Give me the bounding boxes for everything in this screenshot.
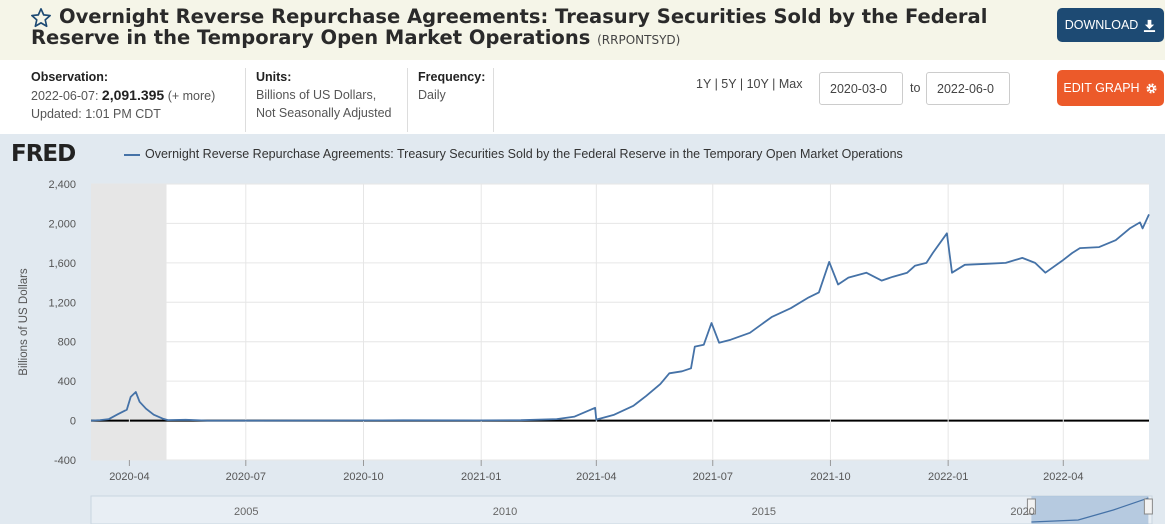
recession-shading [91,184,167,460]
frequency-block: Frequency: Daily [418,68,485,104]
observation-block: Observation: 2022-06-07: 2,091.395 (+ mo… [31,68,215,123]
header-bar: Overnight Reverse Repurchase Agreements:… [0,0,1165,60]
x-tick-label: 2022-04 [1043,471,1083,483]
y-tick-label: 2,400 [48,179,76,191]
star-icon[interactable] [30,7,52,29]
range-max[interactable]: Max [778,77,803,91]
navigator-track [90,495,1153,524]
x-tick-label: 2021-07 [693,471,733,483]
series-title: Overnight Reverse Repurchase Agreements:… [31,5,988,49]
x-tick-label: 2022-01 [928,471,968,483]
end-date-input[interactable] [926,72,1010,105]
plot-area [91,184,1149,460]
divider [407,68,408,132]
x-tick-label: 2020-04 [109,471,149,483]
frequency-value: Daily [418,88,446,102]
divider [493,68,494,132]
navigator-handle [1026,498,1036,515]
y-tick-label: 800 [58,337,76,349]
observation-more-link[interactable]: (+ more) [167,89,216,103]
navigator-label: 2020 [1010,506,1034,518]
gear-icon [1146,82,1157,94]
range-separator: | [739,77,744,91]
navigator-label: 2005 [234,506,258,518]
edit-graph-button[interactable]: EDIT GRAPH [1057,70,1164,106]
y-axis-label: Billions of US Dollars [18,268,30,376]
download-button[interactable]: DOWNLOAD [1057,8,1164,42]
fred-logo: FRED [11,141,76,167]
series-line [90,214,1150,422]
navigator-series [1031,497,1149,523]
y-tick-label: 2,000 [48,218,76,230]
range-selector: 1Y | 5Y | 10Y | Max [696,77,802,91]
legend-label: Overnight Reverse Repurchase Agreements:… [145,147,903,161]
y-tick-label: -400 [54,455,76,467]
y-tick-label: 0 [70,416,76,428]
series-id: (RRPONTSYD) [597,33,681,47]
start-date-input[interactable] [819,72,903,105]
navigator-handle [1143,498,1153,515]
edit-graph-label: EDIT GRAPH [1063,81,1140,95]
divider [245,68,246,132]
range-5y[interactable]: 5Y [721,77,737,91]
observation-value: 2,091.395 [101,87,165,103]
units-label: Units: [256,70,292,84]
download-label: DOWNLOAD [1064,18,1139,32]
units-block: Units: Billions of US Dollars, Not Seaso… [256,68,392,122]
frequency-label: Frequency: [418,70,486,84]
navigator-label: 2015 [752,506,776,518]
range-separator: | [772,77,776,91]
navigator-label: 2010 [493,506,517,518]
to-label: to [910,81,921,95]
x-tick-label: 2020-07 [226,471,266,483]
y-tick-label: 400 [58,376,76,388]
legend-swatch [124,154,140,156]
x-tick-label: 2021-01 [461,471,501,483]
y-tick-label: 1,600 [48,258,76,270]
units-line2: Not Seasonally Adjusted [256,106,392,120]
x-tick-label: 2020-10 [343,471,383,483]
range-1y[interactable]: 1Y [696,77,712,91]
observation-date: 2022-06-07: [31,89,99,103]
updated-time: Updated: 1:01 PM CDT [31,107,161,121]
download-icon [1144,19,1156,32]
navigator-window [1031,496,1149,524]
x-tick-label: 2021-04 [576,471,616,483]
units-line1: Billions of US Dollars, [256,88,377,102]
range-10y[interactable]: 10Y [746,77,769,91]
observation-label: Observation: [31,70,109,84]
y-tick-label: 1,200 [48,297,76,309]
range-separator: | [714,77,718,91]
x-tick-label: 2021-10 [810,471,850,483]
